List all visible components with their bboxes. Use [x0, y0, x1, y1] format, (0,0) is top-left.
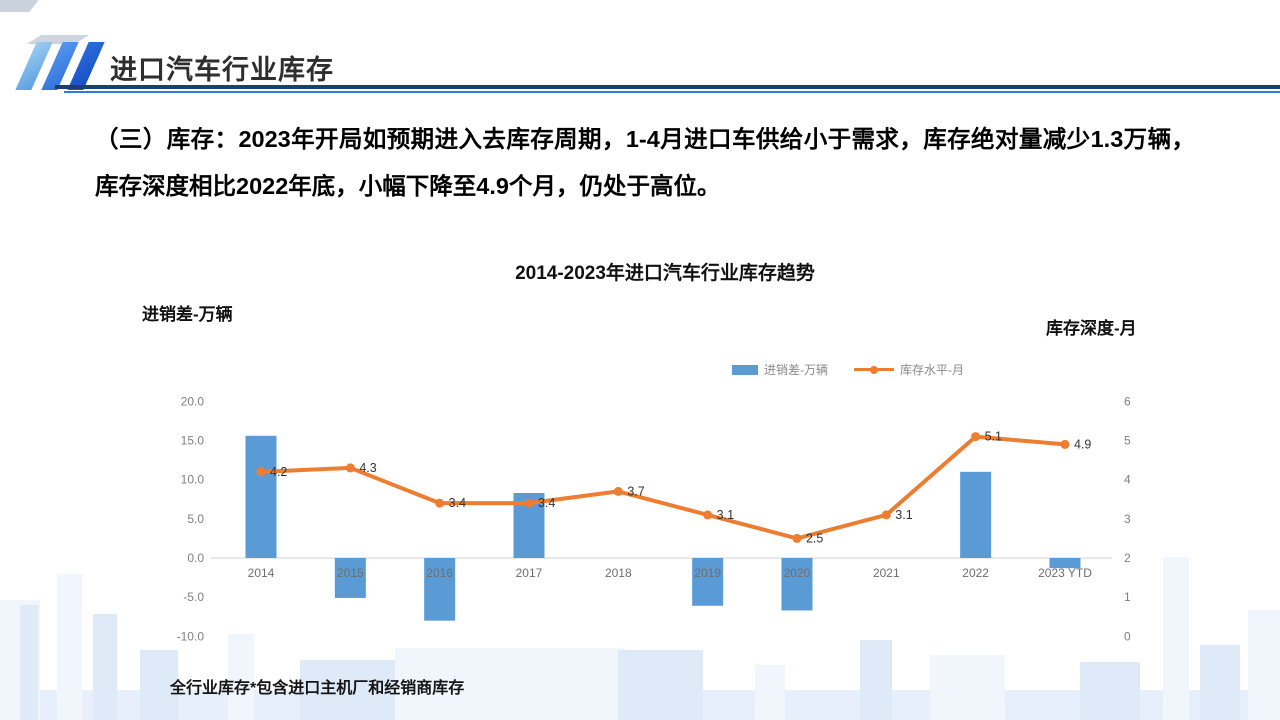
category-label: 2019: [694, 566, 721, 580]
inventory-line: [259, 434, 1067, 541]
left-axis-tick: 15.0: [181, 433, 205, 447]
category-label: 2016: [426, 566, 453, 580]
category-label: 2020: [784, 566, 811, 580]
building-block: [618, 650, 703, 720]
category-label: 2015: [337, 566, 364, 580]
bar-2020: [781, 558, 813, 611]
bar-2015: [334, 558, 366, 598]
bar-2016: [424, 558, 456, 621]
building-block: [1248, 610, 1280, 720]
bar-swatch-icon: [732, 364, 758, 375]
building-block: [930, 655, 1005, 720]
building-block: [0, 600, 40, 720]
header-rule-blue: [64, 91, 1280, 93]
corner-decoration: [0, 0, 39, 12]
bar-2017: [513, 492, 545, 558]
line-data-label: 3.1: [717, 508, 734, 522]
line-data-label: 3.1: [895, 508, 912, 522]
legend-item-bar: 进销差-万辆: [732, 361, 828, 378]
page-title: 进口汽车行业库存: [110, 55, 334, 85]
header-rule-dark: [55, 85, 1280, 89]
line-marker: [1060, 439, 1070, 449]
left-axis-unit-label: 进销差-万辆: [142, 305, 233, 324]
left-axis-tick: -5.0: [183, 590, 204, 604]
building-block: [1200, 645, 1240, 720]
footnote: 全行业库存*包含进口主机厂和经销商库存: [170, 680, 465, 697]
building-block: [860, 640, 892, 720]
line-marker: [881, 510, 891, 520]
chart-legend: 进销差-万辆 库存水平-月: [732, 361, 964, 378]
building-block: [20, 605, 38, 720]
right-axis-tick: 2: [1124, 551, 1131, 565]
right-axis-tick: 4: [1124, 473, 1131, 487]
right-axis-unit-label: 库存深度-月: [1046, 319, 1137, 338]
line-data-label: 3.7: [627, 484, 644, 498]
line-marker: [435, 498, 445, 508]
slide-header: 进口汽车行业库存: [0, 0, 1280, 100]
bar-2022: [960, 471, 992, 558]
right-axis-tick: 3: [1124, 512, 1131, 526]
line-data-label: 5.1: [985, 430, 1002, 444]
line-marker: [613, 486, 623, 496]
right-axis-tick: 0: [1124, 629, 1131, 643]
right-axis-tick: 5: [1124, 433, 1131, 447]
right-axis-tick: 6: [1124, 394, 1131, 408]
building-block: [755, 665, 785, 720]
line-data-label: 3.4: [538, 496, 555, 510]
building-block: [1163, 557, 1189, 720]
category-label: 2018: [605, 566, 632, 580]
summary-paragraph: （三）库存：2023年开局如预期进入去库存周期，1-4月进口车供给小于需求，库存…: [95, 126, 1195, 199]
building-block: [1080, 662, 1140, 720]
left-axis-tick: 5.0: [187, 512, 204, 526]
line-data-label: 4.9: [1074, 437, 1091, 451]
line-marker: [256, 467, 266, 477]
line-data-label: 4.3: [359, 461, 376, 475]
category-label: 2023 YTD: [1038, 566, 1092, 580]
line-marker: [345, 463, 355, 473]
legend-label: 库存水平-月: [900, 363, 964, 377]
category-label: 2017: [516, 566, 543, 580]
building-block: [93, 614, 117, 720]
category-label: 2022: [962, 566, 989, 580]
line-marker: [792, 533, 802, 543]
right-axis-tick: 1: [1124, 590, 1131, 604]
left-axis-tick: -10.0: [177, 629, 205, 643]
chart-title: 2014-2023年进口汽车行业库存趋势: [515, 263, 815, 284]
line-data-label: 4.2: [270, 465, 287, 479]
line-marker: [703, 510, 713, 520]
legend-item-line: 库存水平-月: [854, 361, 964, 378]
left-axis-tick: 20.0: [181, 394, 205, 408]
legend-label: 进销差-万辆: [764, 363, 828, 377]
line-marker: [524, 498, 534, 508]
left-axis-tick: 10.0: [181, 473, 205, 487]
bar-2019: [692, 558, 724, 606]
line-marker: [971, 432, 981, 442]
category-label: 2021: [873, 566, 900, 580]
line-data-label: 2.5: [806, 531, 823, 545]
line-data-label: 3.4: [449, 496, 466, 510]
bar-2014: [245, 435, 277, 558]
line-marker-swatch-icon: [854, 365, 894, 375]
building-block: [57, 574, 82, 720]
bar-2023 YTD: [1049, 558, 1081, 569]
category-label: 2014: [248, 566, 275, 580]
left-axis-tick: 0.0: [187, 551, 204, 565]
